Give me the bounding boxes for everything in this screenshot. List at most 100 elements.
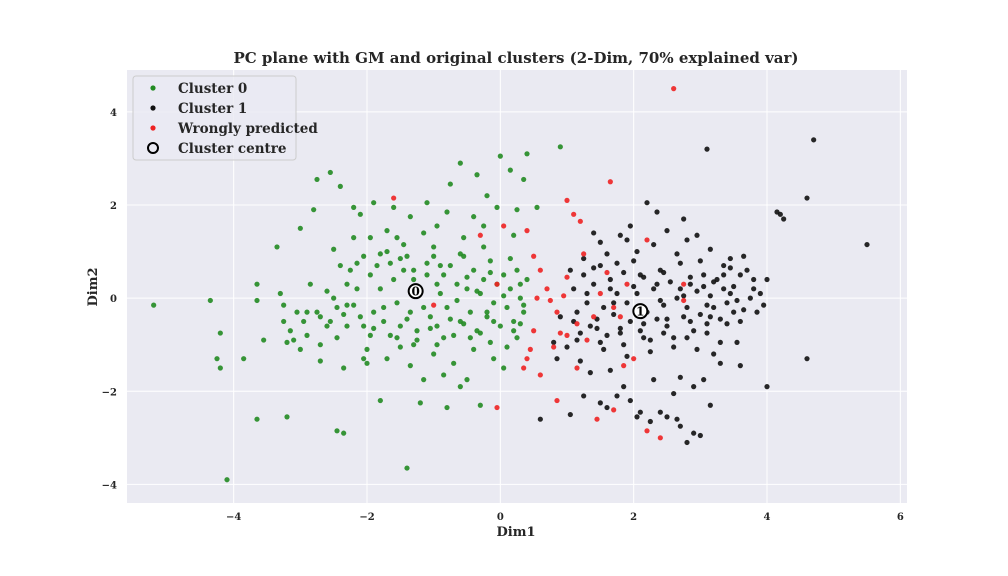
- cluster-1-point: [554, 356, 560, 362]
- cluster-0-point: [357, 314, 363, 320]
- cluster-0-point: [431, 253, 437, 259]
- cluster-0-point: [457, 384, 463, 390]
- cluster-0-point: [337, 183, 343, 189]
- cluster-0-point: [557, 144, 563, 150]
- cluster-1-point: [681, 293, 687, 299]
- wrong-prediction-point: [494, 281, 500, 287]
- cluster-1-point: [587, 323, 593, 329]
- wrong-prediction-point: [501, 223, 507, 229]
- cluster-0-point: [374, 262, 380, 269]
- y-tick-label: 4: [110, 108, 117, 119]
- cluster-1-point: [597, 262, 603, 269]
- cluster-0-point: [511, 328, 517, 334]
- wrong-prediction-point: [597, 290, 603, 297]
- cluster-0-point: [334, 428, 340, 434]
- cluster-1-point: [651, 241, 657, 248]
- cluster-0-point: [387, 260, 393, 266]
- cluster-0-point: [304, 309, 310, 315]
- cluster-1-point: [674, 416, 680, 422]
- cluster-1-point: [574, 309, 580, 315]
- cluster-1-point: [594, 325, 600, 332]
- cluster-0-point: [454, 297, 460, 304]
- cluster-0-point: [397, 323, 403, 329]
- cluster-0-point: [327, 169, 333, 176]
- cluster-1-point: [687, 318, 693, 325]
- cluster-0-point: [434, 323, 440, 329]
- cluster-0-point: [254, 416, 260, 422]
- cluster-0-point: [421, 304, 427, 311]
- wrong-prediction-point: [551, 344, 557, 350]
- legend-item: Cluster 1: [150, 101, 247, 117]
- x-tick-label: 2: [630, 512, 637, 523]
- cluster-0-point: [424, 260, 430, 266]
- cluster-0-point: [384, 248, 390, 255]
- wrong-prediction-point: [604, 269, 610, 276]
- wrong-prediction-point: [681, 281, 687, 287]
- legend-marker: [147, 142, 159, 154]
- cluster-0-point: [284, 414, 290, 420]
- cluster-0-point: [504, 304, 510, 311]
- legend-marker: [150, 105, 156, 111]
- cluster-0-point: [444, 209, 450, 215]
- cluster-0-point: [494, 204, 500, 210]
- cluster-1-point: [684, 237, 690, 243]
- wrong-prediction-point: [591, 314, 597, 320]
- y-tick-label: 0: [110, 294, 117, 305]
- legend-item: Wrongly predicted: [150, 121, 318, 137]
- chart-title: PC plane with GM and original clusters (…: [233, 49, 798, 67]
- cluster-0-point: [524, 151, 530, 157]
- cluster-0-point: [501, 293, 507, 299]
- cluster-0-point: [514, 335, 520, 341]
- cluster-1-point: [644, 200, 650, 206]
- cluster-0-point: [534, 204, 540, 210]
- cluster-1-point: [654, 209, 660, 215]
- cluster-0-point: [484, 314, 490, 320]
- cluster-0-point: [444, 304, 450, 311]
- cluster-1-point: [761, 302, 767, 308]
- cluster-0-point: [431, 244, 437, 250]
- wrong-prediction-point: [577, 218, 583, 224]
- cluster-1-point: [707, 402, 713, 408]
- cluster-1-point: [737, 363, 743, 369]
- cluster-0-point: [471, 346, 477, 352]
- cluster-1-point: [734, 339, 740, 345]
- cluster-0-point: [394, 335, 400, 341]
- cluster-0-point: [521, 302, 527, 308]
- cluster-0-point: [367, 272, 373, 278]
- cluster-0-point: [477, 402, 483, 408]
- legend-marker: [150, 85, 156, 91]
- cluster-1-point: [577, 330, 583, 336]
- cluster-1-point: [604, 332, 610, 338]
- cluster-0-point: [371, 200, 377, 206]
- cluster-1-point: [574, 337, 580, 343]
- cluster-0-point: [521, 309, 527, 315]
- cluster-1-point: [727, 255, 733, 262]
- cluster-0-point: [464, 274, 470, 280]
- cluster-1-point: [681, 314, 687, 320]
- cluster-1-point: [621, 384, 627, 390]
- cluster-1-point: [634, 414, 640, 420]
- cluster-1-point: [651, 377, 657, 383]
- cluster-1-point: [754, 309, 760, 315]
- cluster-1-point: [697, 258, 703, 264]
- cluster-0-point: [394, 300, 400, 306]
- cluster-0-point: [404, 253, 410, 259]
- cluster-1-point: [667, 279, 673, 285]
- cluster-1-point: [724, 321, 730, 327]
- cluster-1-point: [661, 330, 667, 336]
- wrong-prediction-point: [564, 274, 570, 280]
- cluster-0-point: [391, 204, 397, 210]
- wrong-prediction-point: [574, 321, 580, 327]
- cluster-0-point: [387, 332, 393, 338]
- cluster-0-point: [507, 167, 513, 173]
- cluster-1-point: [641, 335, 647, 341]
- cluster-1-point: [804, 356, 810, 362]
- cluster-0-point: [437, 262, 443, 269]
- cluster-1-point: [621, 342, 627, 348]
- cluster-0-point: [447, 316, 453, 322]
- cluster-0-point: [461, 235, 467, 241]
- cluster-0-point: [351, 302, 357, 308]
- cluster-1-point: [591, 281, 597, 287]
- cluster-0-point: [317, 342, 323, 348]
